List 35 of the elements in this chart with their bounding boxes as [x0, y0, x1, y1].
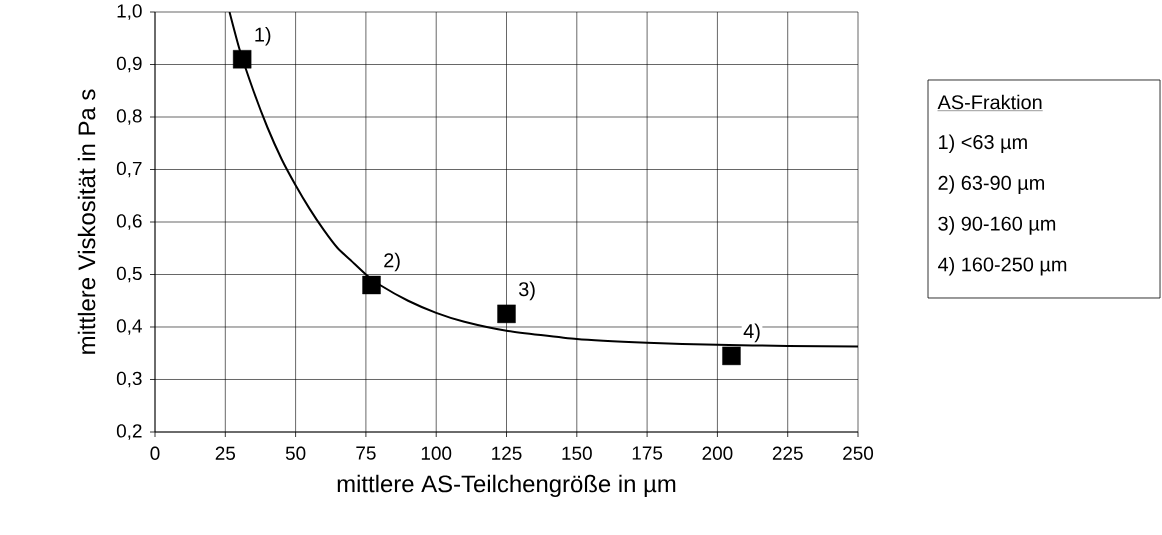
y-tick-label: 0,6	[116, 214, 142, 230]
annotation: 4)	[743, 323, 760, 343]
point	[722, 346, 741, 366]
x-tick-label: 125	[492, 446, 522, 460]
x-tick-label: 175	[632, 446, 663, 460]
point	[232, 50, 252, 69]
text: AS-Fraktion	[937, 94, 1042, 110]
x-tick-label: 25	[215, 446, 236, 460]
x-tick-label: 225	[772, 446, 803, 460]
y-tick-label: 0,3	[116, 371, 142, 388]
y-tick-label: 1,0	[117, 4, 142, 20]
y-tick-label: 0,2	[116, 424, 142, 440]
y-tick-label: 0,8	[116, 109, 142, 125]
y-tick-label: 0,5	[116, 266, 142, 283]
text: 1) <63 µm	[939, 134, 1027, 154]
text: 3) 90-160 µm	[938, 216, 1056, 235]
x-tick-label: 200	[702, 446, 733, 460]
x-axis-title: mittlere AS-Teilchengröße in µm	[337, 474, 676, 498]
x-tick-label: 100	[421, 446, 452, 460]
point	[497, 304, 516, 324]
annotation: 2)	[384, 252, 400, 272]
x-tick-label: 150	[562, 446, 592, 460]
y-tick-label: 0,7	[116, 161, 142, 178]
x-tick-label: 75	[356, 446, 376, 460]
y-axis-title: mittlere Viskosität in Pa s	[77, 89, 96, 354]
annotation: 3)	[518, 281, 535, 301]
x-tick-label: 250	[843, 446, 874, 460]
x-tick-label: 50	[285, 446, 306, 460]
annotation: 1)	[255, 26, 271, 46]
text: 2) 63-90 µm	[938, 175, 1045, 194]
point	[362, 275, 381, 295]
y-tick-label: 0,4	[116, 319, 142, 335]
y-tick-label: 0,9	[116, 56, 142, 73]
x-tick-label: 0	[150, 446, 160, 460]
text: 4) 160-250 µm	[937, 256, 1067, 276]
